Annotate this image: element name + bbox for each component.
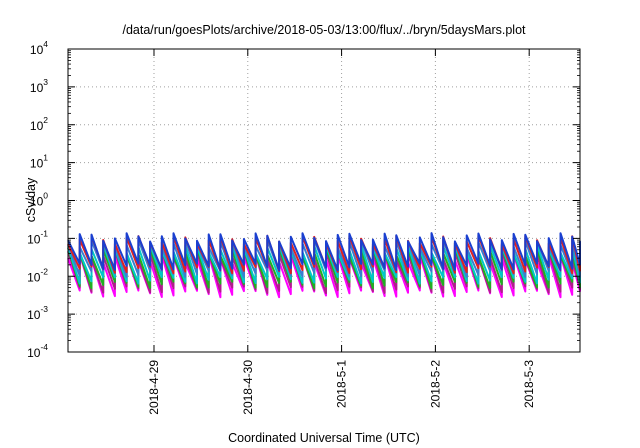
x-tick-label: 2018-5-2 [428,360,442,408]
x-axis-ticks: 2018-4-29 2018-4-30 2018-5-1 2018-5-2 2018-5… [147,49,536,415]
x-tick-label: 2018-4-29 [147,360,161,415]
y-tick-label: 102 [30,115,48,133]
grid-lines [68,49,580,352]
y-tick-label: 104 [30,39,48,57]
flux-series-line [67,249,581,295]
y-axis-label: cSv/day [24,177,38,222]
y-tick-label: 10-2 [27,266,48,284]
y-tick-label: 101 [30,153,48,171]
y-tick-label: 10-4 [27,342,48,360]
chart-title: /data/run/goesPlots/archive/2018-05-03/1… [122,23,526,37]
y-tick-label: 103 [30,77,48,95]
x-tick-label: 2018-5-1 [335,360,349,408]
x-axis-label: Coordinated Universal Time (UTC) [228,431,420,445]
x-tick-label: 2018-4-30 [241,360,255,415]
series-lines [67,232,581,299]
flux-series-line [67,253,581,299]
x-tick-label: 2018-5-3 [522,360,536,408]
y-tick-label: 10-3 [27,304,48,322]
flux-series-line [67,232,581,272]
y-tick-label: 10-1 [27,228,48,246]
